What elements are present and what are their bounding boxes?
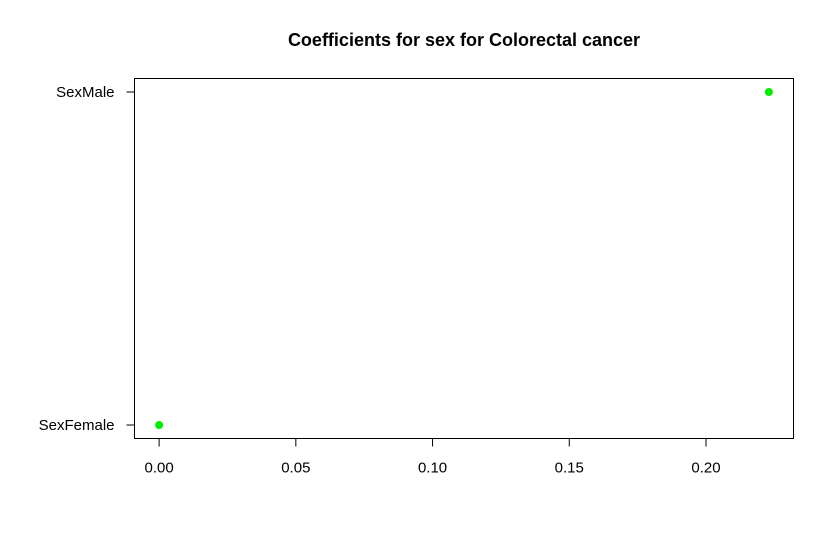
data-points <box>155 88 773 429</box>
y-tick-label-sexfemale: SexFemale <box>39 417 115 434</box>
y-tick-label-sexmale: SexMale <box>56 84 114 101</box>
point-sexfemale <box>155 421 164 429</box>
plot-area-box <box>134 78 794 439</box>
x-tick-label-0: 0.00 <box>145 460 174 477</box>
x-tick-label-1: 0.05 <box>281 460 310 477</box>
chart-title: Coefficients for sex for Colorectal canc… <box>288 30 640 50</box>
x-tick-label-2: 0.10 <box>418 460 447 477</box>
x-tick-label-4: 0.20 <box>691 460 720 477</box>
y-axis: SexFemale SexMale <box>39 84 135 434</box>
point-sexmale <box>764 88 773 96</box>
x-tick-label-3: 0.15 <box>555 460 584 477</box>
x-axis: 0.00 0.05 0.10 0.15 0.20 <box>145 438 721 477</box>
